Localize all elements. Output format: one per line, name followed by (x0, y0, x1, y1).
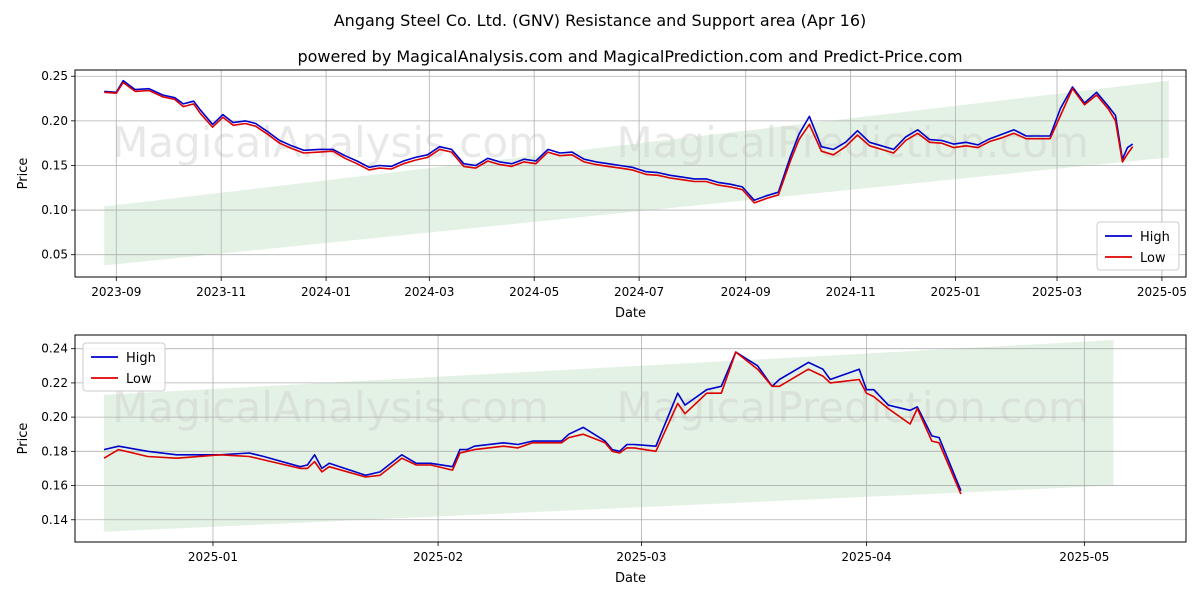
full-history-panel: MagicalAnalysis.com MagicalPrediction.com… (16, 69, 1187, 321)
y-axis-label: Price (16, 158, 31, 190)
y-tick-label: 0.20 (41, 410, 68, 424)
y-tick-label: 0.16 (41, 479, 68, 493)
watermark-text: MagicalPrediction.com (616, 118, 1089, 167)
x-tick-label: 2025-05 (1137, 285, 1187, 299)
x-tick-label: 2023-09 (91, 285, 141, 299)
y-tick-label: 0.18 (41, 444, 68, 458)
legend-label-high: High (126, 351, 156, 366)
watermark-text: MagicalAnalysis.com (112, 118, 549, 167)
legend-label-low: Low (1140, 251, 1166, 266)
y-axis-label: Price (16, 423, 31, 455)
series-line-low (103, 351, 962, 495)
y-tick-label: 0.22 (41, 376, 68, 390)
x-tick-label: 2024-05 (509, 285, 559, 299)
legend-label-high: High (1140, 230, 1170, 245)
y-tick-label: 0.20 (41, 114, 68, 128)
x-axis-label: Date (615, 306, 646, 321)
y-tick-label: 0.15 (41, 158, 68, 172)
x-tick-label: 2024-03 (404, 285, 454, 299)
y-tick-label: 0.14 (41, 513, 68, 527)
x-tick-label: 2025-04 (841, 550, 891, 564)
series-line-low (104, 81, 1134, 204)
x-tick-label: 2024-01 (301, 285, 351, 299)
plot-frame (74, 334, 1187, 543)
x-tick-label: 2024-07 (614, 285, 664, 299)
y-tick-label: 0.25 (41, 69, 68, 83)
x-tick-label: 2024-09 (721, 285, 771, 299)
x-tick-label: 2025-03 (616, 550, 666, 564)
x-tick-label: 2023-11 (196, 285, 246, 299)
chart-title: Angang Steel Co. Ltd. (GNV) Resistance a… (334, 11, 867, 30)
legend-box (82, 342, 166, 392)
y-tick-label: 0.10 (41, 203, 68, 217)
x-axis-label: Date (615, 571, 646, 586)
x-tick-label: 2025-01 (188, 550, 238, 564)
x-tick-label: 2025-02 (413, 550, 463, 564)
watermark-text: MagicalAnalysis.com (112, 383, 549, 432)
support-resistance-band (104, 340, 1114, 532)
x-tick-label: 2024-11 (826, 285, 876, 299)
series-line-high (103, 351, 962, 492)
recent-zoom-panel: MagicalAnalysis.com MagicalPrediction.com… (16, 334, 1187, 586)
x-tick-label: 2025-03 (1032, 285, 1082, 299)
support-resistance-band (104, 80, 1169, 266)
x-tick-label: 2025-01 (930, 285, 980, 299)
watermark-text: MagicalPrediction.com (616, 383, 1089, 432)
y-tick-label: 0.05 (41, 248, 68, 262)
plot-frame (74, 69, 1187, 278)
x-tick-label: 2025-05 (1059, 550, 1109, 564)
legend-box (1096, 221, 1180, 271)
series-line-high (104, 79, 1134, 202)
chart-subtitle: powered by MagicalAnalysis.com and Magic… (297, 47, 962, 66)
legend-label-low: Low (126, 372, 152, 387)
y-tick-label: 0.24 (41, 342, 68, 356)
